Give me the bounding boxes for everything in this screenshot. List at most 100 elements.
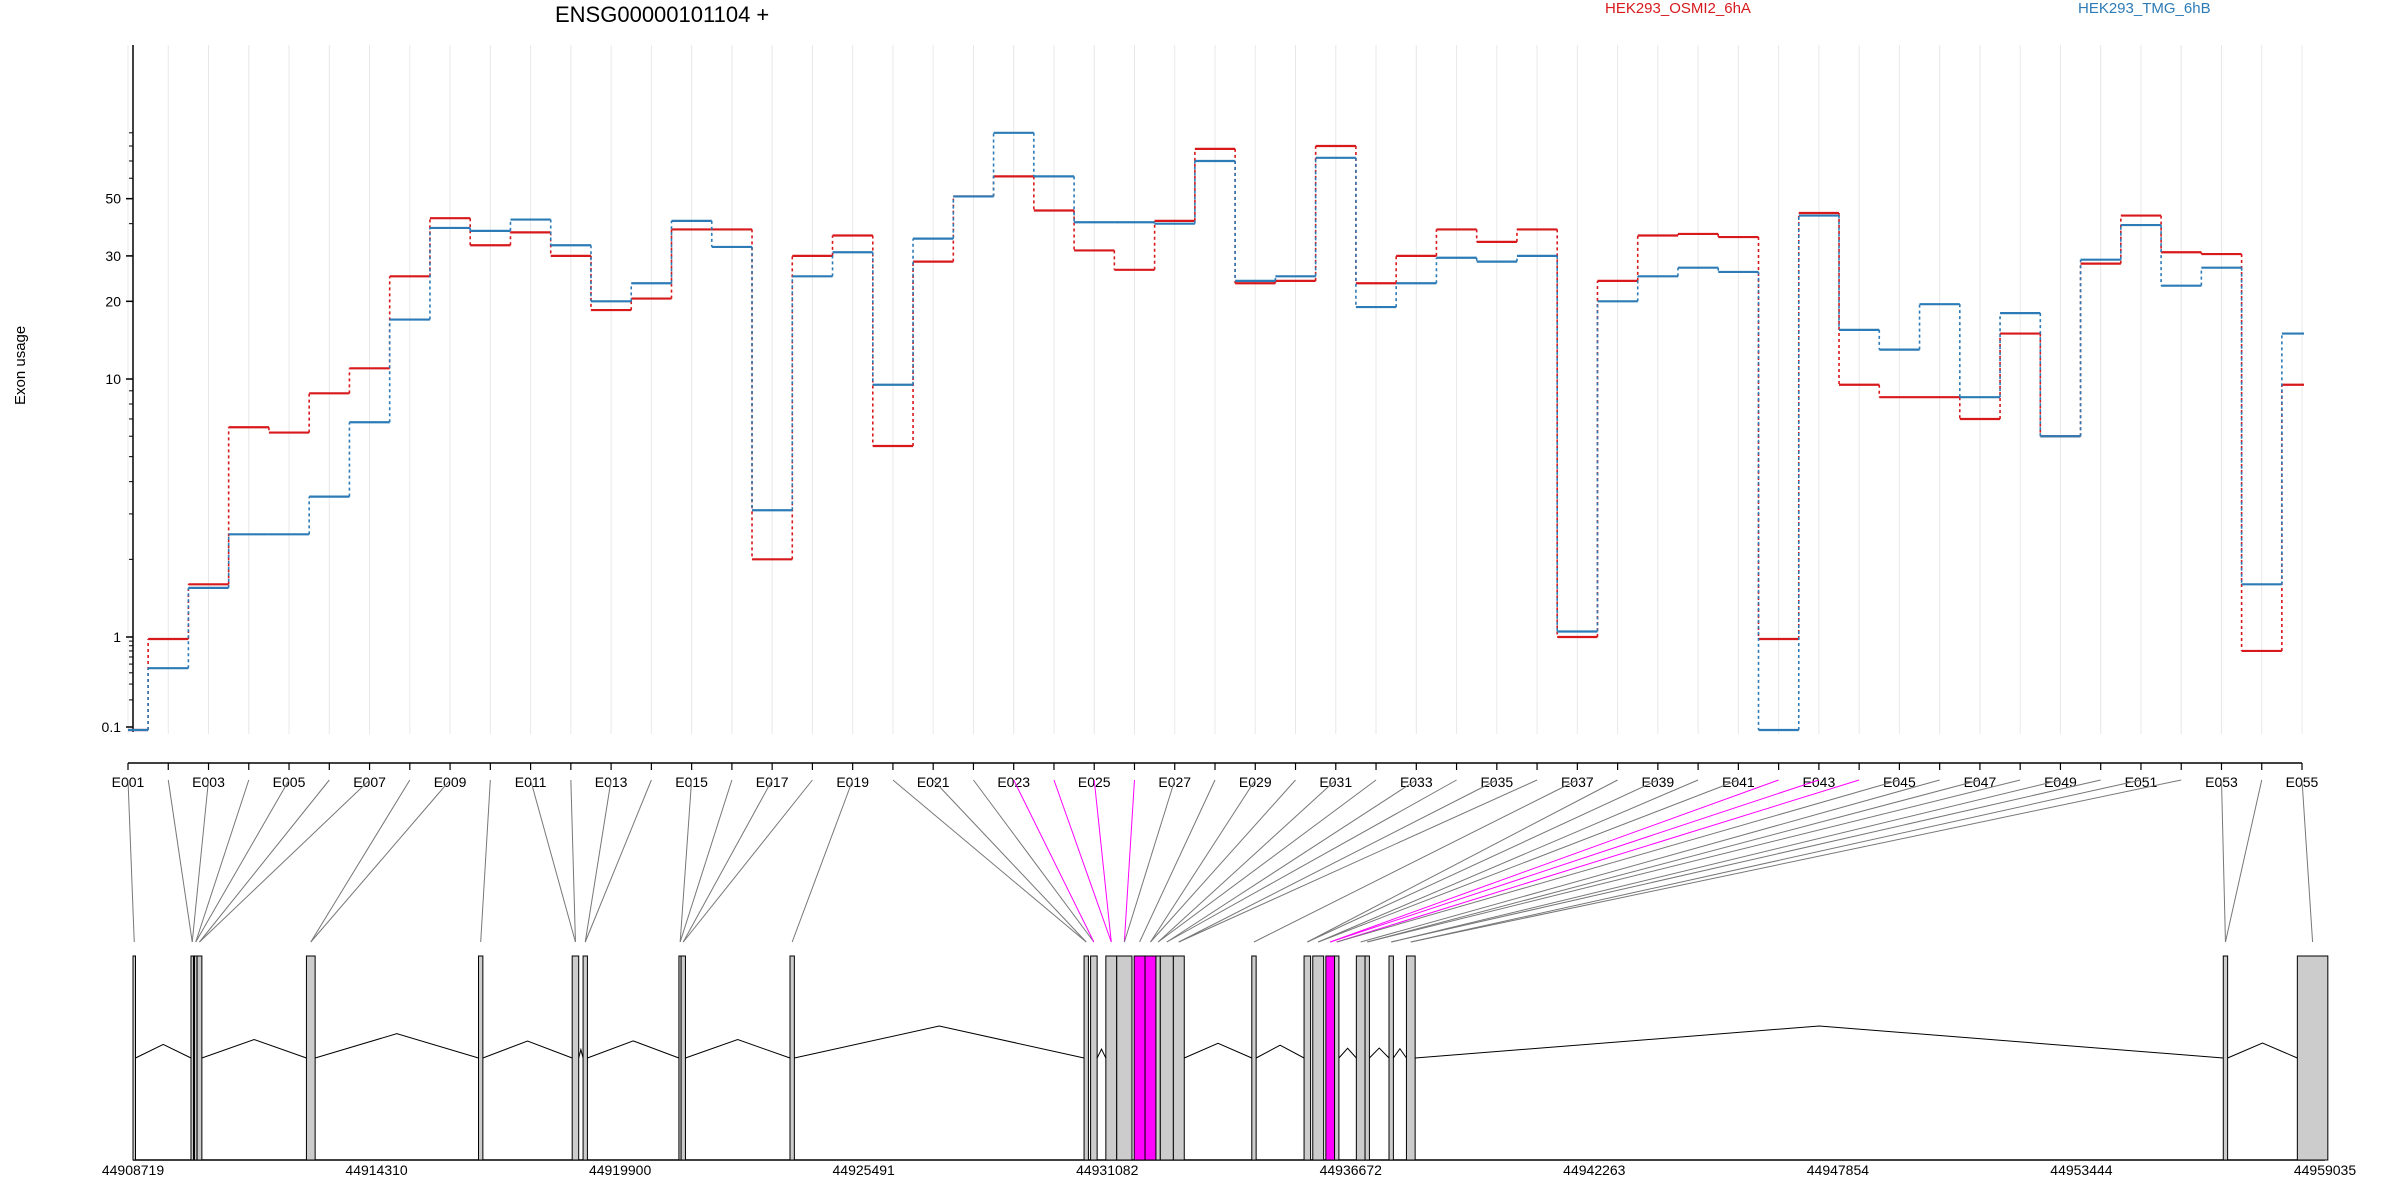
intron-line <box>2227 1042 2298 1059</box>
y-tick-label: 10 <box>105 371 121 387</box>
intron-line <box>201 1039 307 1059</box>
exon-block <box>1355 955 1366 1161</box>
exon-connector <box>1367 779 2021 943</box>
x-tick-label: E031 <box>1319 774 1352 790</box>
x-tick-label: E017 <box>756 774 789 790</box>
exon-block <box>1105 955 1118 1161</box>
exon-highlighted <box>1133 955 1146 1161</box>
exon-connector <box>932 779 1087 943</box>
exon-block <box>1364 955 1370 1161</box>
y-tick-label: 20 <box>105 293 121 309</box>
x-tick-label: E023 <box>997 774 1030 790</box>
exon-connector <box>1157 779 1377 943</box>
exon-connector <box>1150 779 1256 943</box>
genome-tick-label: 44925491 <box>833 1162 896 1178</box>
exon-connector <box>191 779 210 943</box>
intron-line <box>587 1040 680 1059</box>
x-tick-label: E045 <box>1883 774 1916 790</box>
exon-connector <box>1123 779 1176 943</box>
x-tick-label: E029 <box>1239 774 1272 790</box>
y-tick-label: 1 <box>113 629 121 645</box>
exon-block <box>196 955 203 1161</box>
exon-connector <box>1139 779 1216 943</box>
exon-connector <box>1367 779 1981 943</box>
exon-connector <box>2220 779 2226 943</box>
intron-line <box>1392 1047 1407 1059</box>
exon-connector <box>1410 779 2182 943</box>
intron-line <box>1255 1044 1305 1059</box>
genome-tick-label: 44919900 <box>589 1162 652 1178</box>
exon-block <box>1388 955 1394 1161</box>
legend-entry-osmi2: HEK293_OSMI2_6hA <box>1605 0 1751 17</box>
x-tick-label: E021 <box>917 774 950 790</box>
exon-connector <box>584 779 652 943</box>
exon-block <box>582 955 588 1161</box>
x-tick-label: E041 <box>1722 774 1755 790</box>
exon-block <box>478 955 484 1161</box>
exon-block <box>1405 955 1416 1161</box>
exon-connector <box>1178 779 1538 943</box>
exon-connector <box>1166 779 1417 943</box>
intron-line <box>685 1039 791 1059</box>
x-tick-label: E049 <box>2044 774 2077 790</box>
exon-connector <box>1013 779 1095 943</box>
exon-block <box>190 955 194 1161</box>
exon-connector <box>1330 779 1779 943</box>
y-tick-label: 30 <box>105 248 121 264</box>
x-tick-label: E005 <box>273 774 306 790</box>
exon-block <box>2222 955 2229 1161</box>
exon-connector <box>1410 779 2142 943</box>
exon-connector <box>892 779 1087 943</box>
genome-tick-label: 44931082 <box>1076 1162 1139 1178</box>
intron-line <box>135 1043 192 1059</box>
exon-connector <box>1093 779 1112 943</box>
intron-line <box>315 1033 479 1059</box>
intron-line <box>1338 1047 1357 1059</box>
y-tick-label: 50 <box>105 191 121 207</box>
exon-connector <box>167 779 193 943</box>
exon-connector <box>2224 779 2263 943</box>
exon-block <box>789 955 795 1161</box>
genome-tick-label: 44936672 <box>1320 1162 1383 1178</box>
exon-connector <box>584 779 612 943</box>
x-tick-label: E009 <box>434 774 467 790</box>
exon-connector <box>570 779 576 943</box>
exon-connector <box>1166 779 1457 943</box>
exon-block <box>1303 955 1312 1161</box>
intron-line <box>578 1047 584 1059</box>
exon-connector <box>1150 779 1296 943</box>
exon-connector <box>1391 779 2061 943</box>
x-tick-label: E007 <box>353 774 386 790</box>
intron-line <box>1369 1047 1390 1059</box>
exon-block <box>1090 955 1098 1161</box>
exon-connector <box>1053 779 1112 943</box>
exon-connector <box>1360 779 1940 943</box>
x-tick-label: E043 <box>1803 774 1836 790</box>
intron-line <box>482 1040 573 1059</box>
exon-connector <box>791 779 854 943</box>
exon-connector <box>195 779 250 943</box>
x-tick-label: E035 <box>1480 774 1513 790</box>
x-tick-label: E033 <box>1400 774 1433 790</box>
intron-line <box>794 1025 1085 1059</box>
exon-connector <box>1336 779 1860 943</box>
exon-block <box>1172 955 1185 1161</box>
exon-connector <box>530 779 576 943</box>
exon-connector <box>682 779 813 943</box>
exon-connector <box>199 779 370 943</box>
exon-connector <box>1123 779 1135 943</box>
intron-line <box>1096 1047 1107 1059</box>
x-tick-label: E047 <box>1964 774 1997 790</box>
exon-block <box>1312 955 1325 1161</box>
exon-connector <box>973 779 1095 943</box>
exon-connector <box>1336 779 1900 943</box>
exon-connector <box>1253 779 1578 943</box>
exon-connector <box>480 779 491 943</box>
exon-connector <box>1307 779 1659 943</box>
x-tick-label: E027 <box>1158 774 1191 790</box>
exon-connector <box>310 779 451 943</box>
genome-tick-label: 44942263 <box>1563 1162 1626 1178</box>
exon-block <box>132 955 136 1161</box>
exon-connector <box>127 779 135 943</box>
